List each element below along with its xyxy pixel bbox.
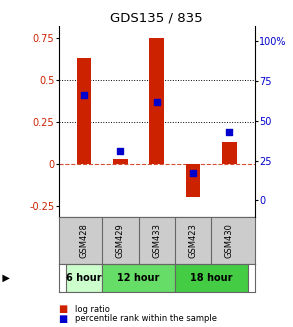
Bar <box>222 142 237 164</box>
Text: ■: ■ <box>59 304 68 314</box>
Point <box>118 148 123 154</box>
Bar <box>102 264 175 292</box>
Text: GSM433: GSM433 <box>152 223 161 258</box>
Bar <box>66 264 102 292</box>
Point <box>191 171 195 176</box>
Text: time  ▶: time ▶ <box>0 273 10 283</box>
Title: GDS135 / 835: GDS135 / 835 <box>110 12 203 25</box>
Point <box>82 93 86 98</box>
Text: 12 hour: 12 hour <box>117 273 160 283</box>
Text: GSM423: GSM423 <box>189 223 197 258</box>
Text: 6 hour: 6 hour <box>66 273 102 283</box>
Bar <box>149 38 164 164</box>
Text: GSM429: GSM429 <box>116 223 125 258</box>
Point <box>227 129 232 134</box>
Text: ■: ■ <box>59 314 68 324</box>
Bar <box>175 264 248 292</box>
Bar <box>113 159 128 164</box>
Text: 18 hour: 18 hour <box>190 273 233 283</box>
Bar <box>77 58 91 164</box>
Point <box>154 99 159 104</box>
Text: GSM430: GSM430 <box>225 223 234 258</box>
Text: percentile rank within the sample: percentile rank within the sample <box>75 314 217 323</box>
Text: log ratio: log ratio <box>75 304 110 314</box>
Bar <box>186 164 200 197</box>
Text: GSM428: GSM428 <box>79 223 88 258</box>
